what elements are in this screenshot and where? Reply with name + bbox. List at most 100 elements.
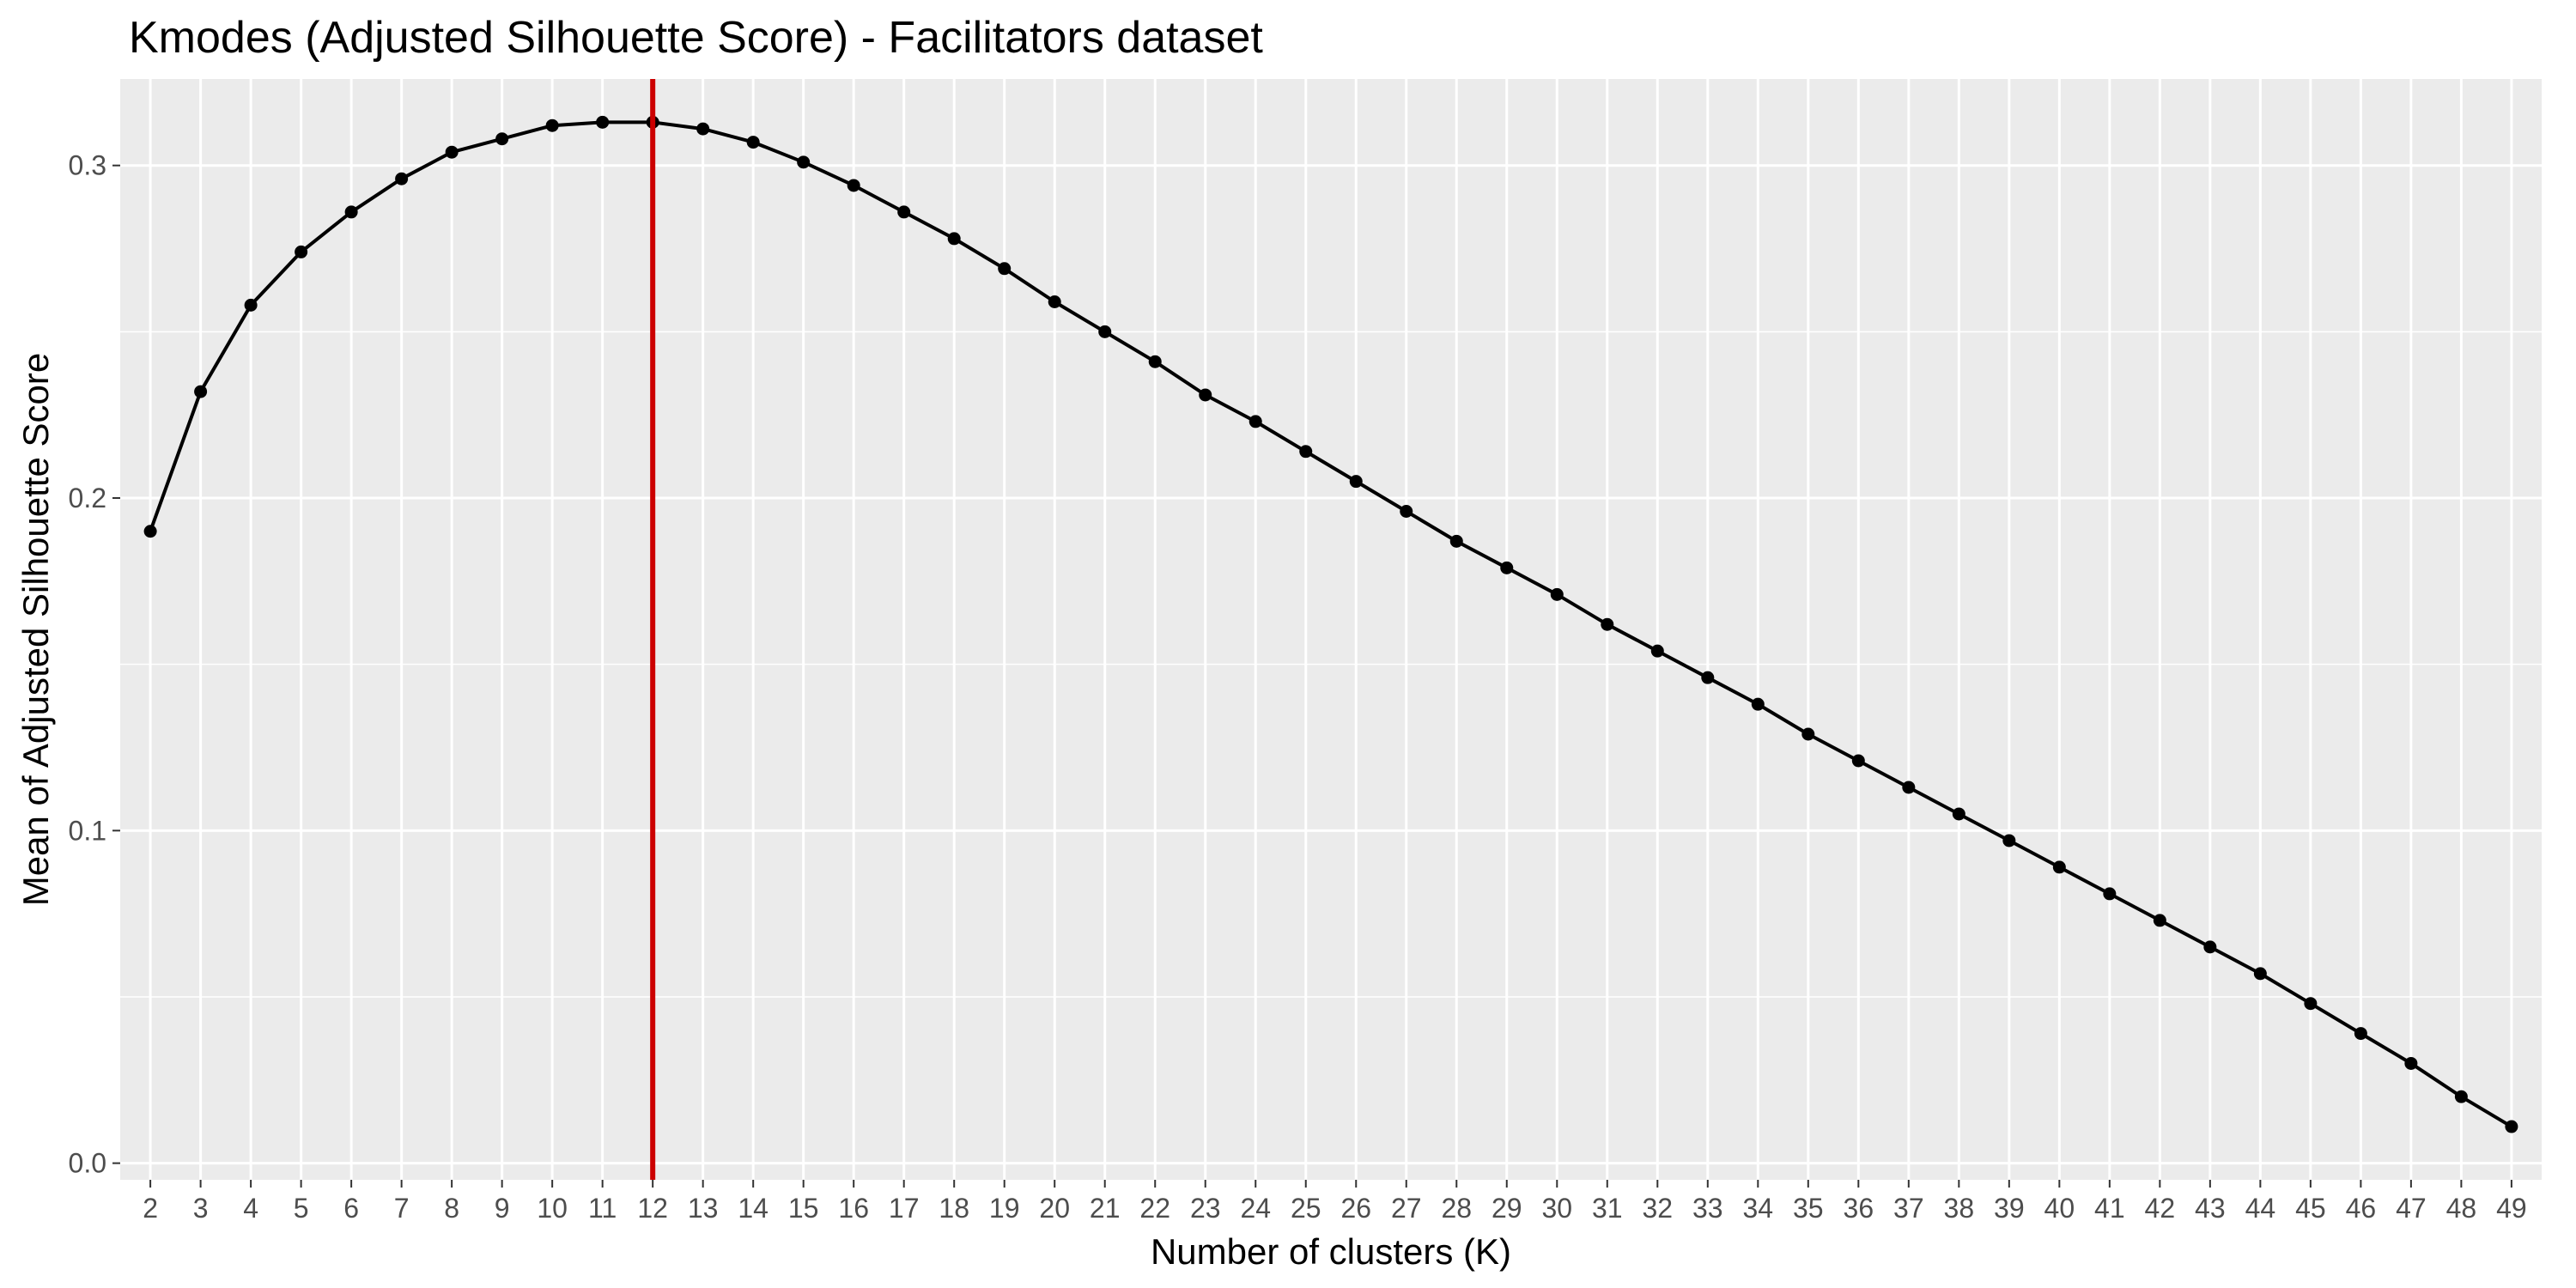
x-tick-label: 29	[1492, 1193, 1522, 1224]
y-tick-label: 0.1	[69, 815, 106, 846]
x-tick-label: 8	[444, 1193, 459, 1224]
x-tick-label: 35	[1793, 1193, 1824, 1224]
x-tick-label: 32	[1642, 1193, 1673, 1224]
grid-major	[120, 79, 2542, 1180]
x-tick-label: 26	[1340, 1193, 1371, 1224]
data-point	[2253, 967, 2267, 981]
x-tick-label: 23	[1190, 1193, 1221, 1224]
x-tick-label: 13	[688, 1193, 719, 1224]
x-tick-label: 19	[989, 1193, 1020, 1224]
data-point	[2354, 1027, 2367, 1041]
x-tick-label: 20	[1039, 1193, 1070, 1224]
data-point	[1851, 754, 1865, 768]
data-point	[1650, 644, 1664, 658]
data-point	[1801, 727, 1815, 741]
x-tick-label: 41	[2094, 1193, 2125, 1224]
data-point	[696, 122, 710, 136]
data-point	[797, 155, 811, 169]
data-point	[143, 525, 157, 538]
x-tick-label: 14	[738, 1193, 769, 1224]
x-tick-label: 25	[1291, 1193, 1321, 1224]
x-tick-label: 5	[294, 1193, 309, 1224]
x-tick-label: 43	[2195, 1193, 2226, 1224]
data-point	[1249, 415, 1262, 428]
data-point	[2052, 860, 2066, 874]
x-tick-label: 12	[637, 1193, 668, 1224]
data-point	[1098, 325, 1112, 338]
x-tick-label: 36	[1844, 1193, 1874, 1224]
x-tick-label: 9	[495, 1193, 510, 1224]
data-point	[1952, 807, 1965, 821]
x-tick-label: 28	[1441, 1193, 1472, 1224]
x-tick-label: 16	[838, 1193, 869, 1224]
x-tick-label: 48	[2446, 1193, 2477, 1224]
x-tick-label: 11	[588, 1193, 617, 1224]
x-tick-label: 15	[788, 1193, 819, 1224]
x-tick-label: 45	[2295, 1193, 2326, 1224]
data-point	[998, 262, 1012, 276]
data-point	[746, 136, 760, 149]
x-tick-label: 34	[1743, 1193, 1774, 1224]
data-point	[1701, 671, 1715, 684]
data-point	[2002, 834, 2016, 848]
x-tick-label: 3	[193, 1193, 209, 1224]
x-tick-label: 33	[1692, 1193, 1723, 1224]
data-point	[1601, 617, 1614, 631]
data-point	[2203, 940, 2217, 954]
data-point	[2153, 914, 2166, 927]
axis-ticks	[112, 164, 2512, 1188]
data-point	[194, 385, 208, 398]
x-tick-label: 37	[1893, 1193, 1924, 1224]
x-tick-label: 40	[2044, 1193, 2075, 1224]
x-tick-label: 17	[889, 1193, 920, 1224]
data-point	[1199, 388, 1212, 402]
x-tick-label: 27	[1391, 1193, 1422, 1224]
x-tick-label: 22	[1139, 1193, 1170, 1224]
data-point	[295, 245, 308, 258]
data-point	[1400, 505, 1413, 519]
y-tick-label: 0.2	[69, 483, 106, 513]
data-point	[445, 145, 459, 159]
x-tick-label: 39	[1994, 1193, 2025, 1224]
x-tick-label: 24	[1240, 1193, 1271, 1224]
x-tick-label: 42	[2145, 1193, 2176, 1224]
data-point	[1902, 781, 1916, 794]
data-point	[1500, 561, 1514, 574]
x-tick-label: 46	[2346, 1193, 2377, 1224]
data-point	[2454, 1090, 2468, 1103]
data-point	[947, 232, 961, 246]
data-point	[545, 118, 559, 132]
data-point	[1449, 534, 1463, 548]
x-tick-label: 38	[1944, 1193, 1975, 1224]
data-point	[897, 205, 911, 219]
data-point	[495, 132, 509, 146]
data-point	[1048, 295, 1061, 308]
series-line	[149, 120, 2512, 1128]
data-point	[1751, 697, 1765, 711]
y-tick-labels: 0.0 0.1 0.2 0.3	[69, 150, 106, 1179]
x-tick-label: 30	[1541, 1193, 1572, 1224]
x-tick-label: 44	[2245, 1193, 2276, 1224]
x-tick-label: 31	[1592, 1193, 1623, 1224]
x-tick-label: 10	[537, 1193, 568, 1224]
x-tick-label: 49	[2496, 1193, 2527, 1224]
x-tick-label: 2	[143, 1193, 158, 1224]
x-tick-labels: 2 3 4 5 6 7 8 9 10 11 12 13 14 15 16 17 18 19 20 21 22 23 24 25…	[143, 1193, 2526, 1224]
data-point	[344, 205, 358, 219]
data-point	[2103, 887, 2117, 901]
data-point	[1148, 355, 1162, 368]
data-point	[1299, 445, 1313, 459]
x-axis-title: Number of clusters (K)	[1151, 1231, 1511, 1272]
data-point	[596, 115, 610, 129]
x-tick-label: 21	[1090, 1193, 1121, 1224]
data-point	[244, 298, 258, 312]
y-axis-title: Mean of Adjusted Silhouette Score	[15, 353, 56, 906]
series-layer	[143, 115, 2518, 1133]
data-point	[847, 179, 860, 192]
data-point	[2404, 1056, 2418, 1070]
x-tick-label: 7	[394, 1193, 410, 1224]
plot-panel	[120, 79, 2542, 1180]
grid-minor	[120, 331, 2542, 998]
data-point	[1349, 475, 1363, 489]
